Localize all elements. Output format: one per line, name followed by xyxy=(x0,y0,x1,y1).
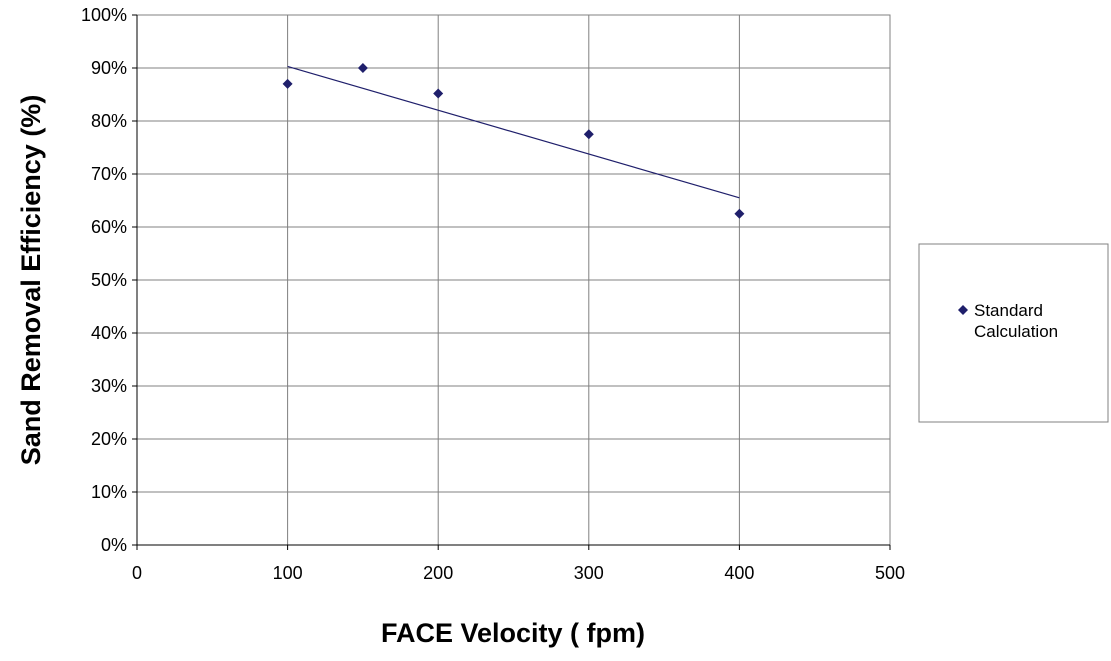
x-tick-label: 300 xyxy=(574,563,604,583)
tick-labels: 0% 10% 20% 30% 40% 50% 60% 70% 80% 90% 100% 0 100 200… xyxy=(81,5,905,583)
x-tick-label: 200 xyxy=(423,563,453,583)
data-point xyxy=(357,63,368,73)
y-tick-label: 0% xyxy=(101,535,127,555)
y-tick-label: 100% xyxy=(81,5,127,25)
legend-box xyxy=(918,243,1109,423)
x-tick-label: 0 xyxy=(132,563,142,583)
legend-items: Standard Calculation xyxy=(958,301,1058,341)
y-tick-label: 60% xyxy=(91,217,127,237)
data-point xyxy=(734,208,745,219)
y-tick-label: 30% xyxy=(91,376,127,396)
y-tick-label: 70% xyxy=(91,164,127,184)
data-point xyxy=(433,88,444,99)
legend-label-line: Standard xyxy=(974,301,1043,320)
y-tick-label: 80% xyxy=(91,111,127,131)
y-axis-title: Sand Removal Efficiency (%) xyxy=(16,95,46,466)
legend-marker-diamond xyxy=(958,305,968,315)
x-tick-label: 400 xyxy=(724,563,754,583)
y-tick-label: 40% xyxy=(91,323,127,343)
y-tick-label: 50% xyxy=(91,270,127,290)
trendline xyxy=(287,65,740,199)
legend-label-line: Calculation xyxy=(974,322,1058,341)
axes xyxy=(132,14,891,550)
legend-label: Standard Calculation xyxy=(974,301,1058,341)
data-points xyxy=(282,63,745,219)
y-tick-label: 90% xyxy=(91,58,127,78)
trendline-group xyxy=(287,65,740,199)
x-axis-title: FACE Velocity ( fpm) xyxy=(381,618,645,648)
y-tick-label: 10% xyxy=(91,482,127,502)
data-point xyxy=(282,78,293,89)
data-point xyxy=(583,129,594,140)
grid xyxy=(137,15,890,545)
x-tick-label: 100 xyxy=(273,563,303,583)
y-tick-label: 20% xyxy=(91,429,127,449)
x-tick-label: 500 xyxy=(875,563,905,583)
legend: Standard Calculation xyxy=(918,243,1109,423)
